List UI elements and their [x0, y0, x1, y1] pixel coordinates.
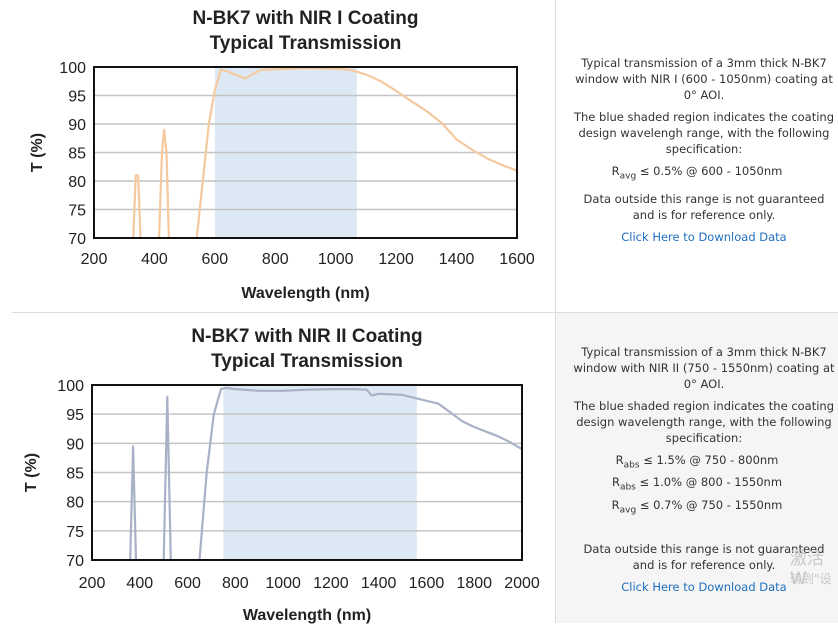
spec-line: Ravg ≤ 0.7% @ 750 - 1550nm [556, 497, 838, 519]
transmission-series-line [195, 66, 519, 240]
spec-symbol: R [611, 164, 620, 178]
disclaimer-text: Data outside this range is not guarantee… [583, 541, 825, 572]
spec-subscript: avg [619, 504, 637, 515]
transmission-series-line [198, 386, 524, 562]
transmission-series-line [162, 395, 172, 562]
x-tick-label: 400 [126, 575, 153, 592]
x-tick-label: 1200 [378, 251, 414, 268]
watermark-line-2: 转到"设 [790, 572, 832, 586]
watermark-line-1: 激活 W [790, 549, 824, 589]
spec-value: ≤ 1.5% @ 750 - 800nm [639, 453, 779, 467]
chart-nir1: 70 75 80 85 90 95 100 200 400 600 800 1000 1200 1400 1… [29, 8, 535, 302]
spec-value: ≤ 1.0% @ 800 - 1550nm [635, 475, 783, 490]
description-cell-nir2: Typical transmission of a 3mm thick N-BK… [555, 313, 838, 623]
transmission-series-line [157, 128, 170, 240]
x-tick-label: 1400 [439, 251, 475, 268]
x-tick-label: 800 [222, 575, 249, 592]
spec-line: Rabs ≤ 1.5% @ 750 - 800nm [556, 452, 838, 474]
disclaimer-text: Data outside this range is not guarantee… [583, 192, 825, 223]
y-tick-label: 90 [68, 117, 86, 134]
spec-list: Ravg ≤ 0.5% @ 600 - 1050nm [556, 163, 838, 185]
plot-frame [91, 384, 523, 561]
x-tick-label: 600 [202, 251, 229, 268]
x-tick-label: 1600 [499, 251, 535, 268]
y-tick-label: 95 [66, 407, 84, 424]
spec-value: ≤ 0.7% @ 750 - 1550nm [636, 497, 783, 512]
x-tick-label: 200 [81, 251, 108, 268]
x-tick-label: 1000 [318, 251, 354, 268]
spec-subscript: avg [619, 171, 637, 182]
product-row-nir1: 70 75 80 85 90 95 100 200 400 600 800 1000 1200 1400 1… [12, 0, 838, 312]
spec-line: Ravg ≤ 0.5% @ 600 - 1050nm [556, 163, 838, 185]
plot-frame [93, 66, 518, 239]
y-tick-label: 95 [68, 89, 86, 106]
shaded-region-note: The blue shaded region indicates the coa… [573, 399, 835, 445]
spec-subscript: abs [623, 460, 640, 471]
y-tick-label: 100 [57, 378, 84, 395]
x-tick-label: 1200 [313, 575, 349, 592]
description-text: Typical transmission of a 3mm thick N-BK… [573, 345, 835, 391]
description-text: Typical transmission of a 3mm thick N-BK… [575, 56, 833, 102]
spec-list: Rabs ≤ 1.5% @ 750 - 800nm Rabs ≤ 1.0% @ 8… [556, 452, 838, 519]
chart-cell-nir1: 70 75 80 85 90 95 100 200 400 600 800 1000 1200 1400 1… [12, 0, 555, 312]
spec-symbol: R [611, 497, 620, 512]
x-tick-label: 1400 [361, 575, 397, 592]
y-axis-label: T (%) [23, 453, 40, 492]
chart-title: N-BK7 with NIR II Coating [191, 326, 422, 347]
product-row-nir2: 70 75 80 85 90 95 100 200 400 600 800 1000 1200 1400 1… [12, 312, 838, 624]
x-tick-label: 1800 [456, 575, 492, 592]
download-data-link[interactable]: Click Here to Download Data [621, 579, 787, 594]
spec-subscript: abs [619, 482, 636, 493]
x-tick-label: 200 [79, 575, 106, 592]
y-tick-label: 85 [66, 466, 84, 483]
spec-line: Rabs ≤ 1.0% @ 800 - 1550nm [556, 474, 838, 496]
spec-symbol: R [615, 453, 624, 467]
x-tick-label: 600 [174, 575, 201, 592]
description-cell-nir1: Typical transmission of a 3mm thick N-BK… [555, 0, 838, 312]
spec-symbol: R [611, 475, 620, 490]
y-tick-label: 100 [59, 60, 86, 77]
x-tick-label: 1600 [409, 575, 445, 592]
y-tick-label: 90 [66, 436, 84, 453]
x-tick-label: 1000 [265, 575, 301, 592]
transmission-series-line [129, 445, 138, 562]
y-tick-label: 70 [68, 231, 86, 248]
y-tick-label: 75 [68, 203, 86, 220]
x-tick-label: 2000 [504, 575, 540, 592]
download-data-link[interactable]: Click Here to Download Data [621, 230, 787, 245]
y-tick-label: 85 [68, 146, 86, 163]
y-tick-label: 75 [66, 524, 84, 541]
shaded-region-note: The blue shaded region indicates the coa… [573, 110, 835, 156]
x-tick-label: 400 [141, 251, 168, 268]
y-tick-label: 70 [66, 553, 84, 570]
x-tick-label: 800 [262, 251, 289, 268]
x-axis-label: Wavelength (nm) [243, 607, 371, 624]
chart-title: N-BK7 with NIR I Coating [193, 8, 419, 29]
spec-value: ≤ 0.5% @ 600 - 1050nm [636, 164, 783, 178]
y-axis-label: T (%) [29, 133, 46, 172]
chart-subtitle: Typical Transmission [211, 351, 403, 372]
chart-cell-nir2: 70 75 80 85 90 95 100 200 400 600 800 1000 1200 1400 1… [12, 313, 555, 624]
y-tick-label: 80 [68, 174, 86, 191]
chart-subtitle: Typical Transmission [210, 33, 402, 54]
transmission-series-line [132, 174, 142, 240]
x-axis-label: Wavelength (nm) [241, 285, 369, 302]
y-tick-label: 80 [66, 495, 84, 512]
chart-nir2: 70 75 80 85 90 95 100 200 400 600 800 1000 1200 1400 1… [23, 326, 540, 624]
